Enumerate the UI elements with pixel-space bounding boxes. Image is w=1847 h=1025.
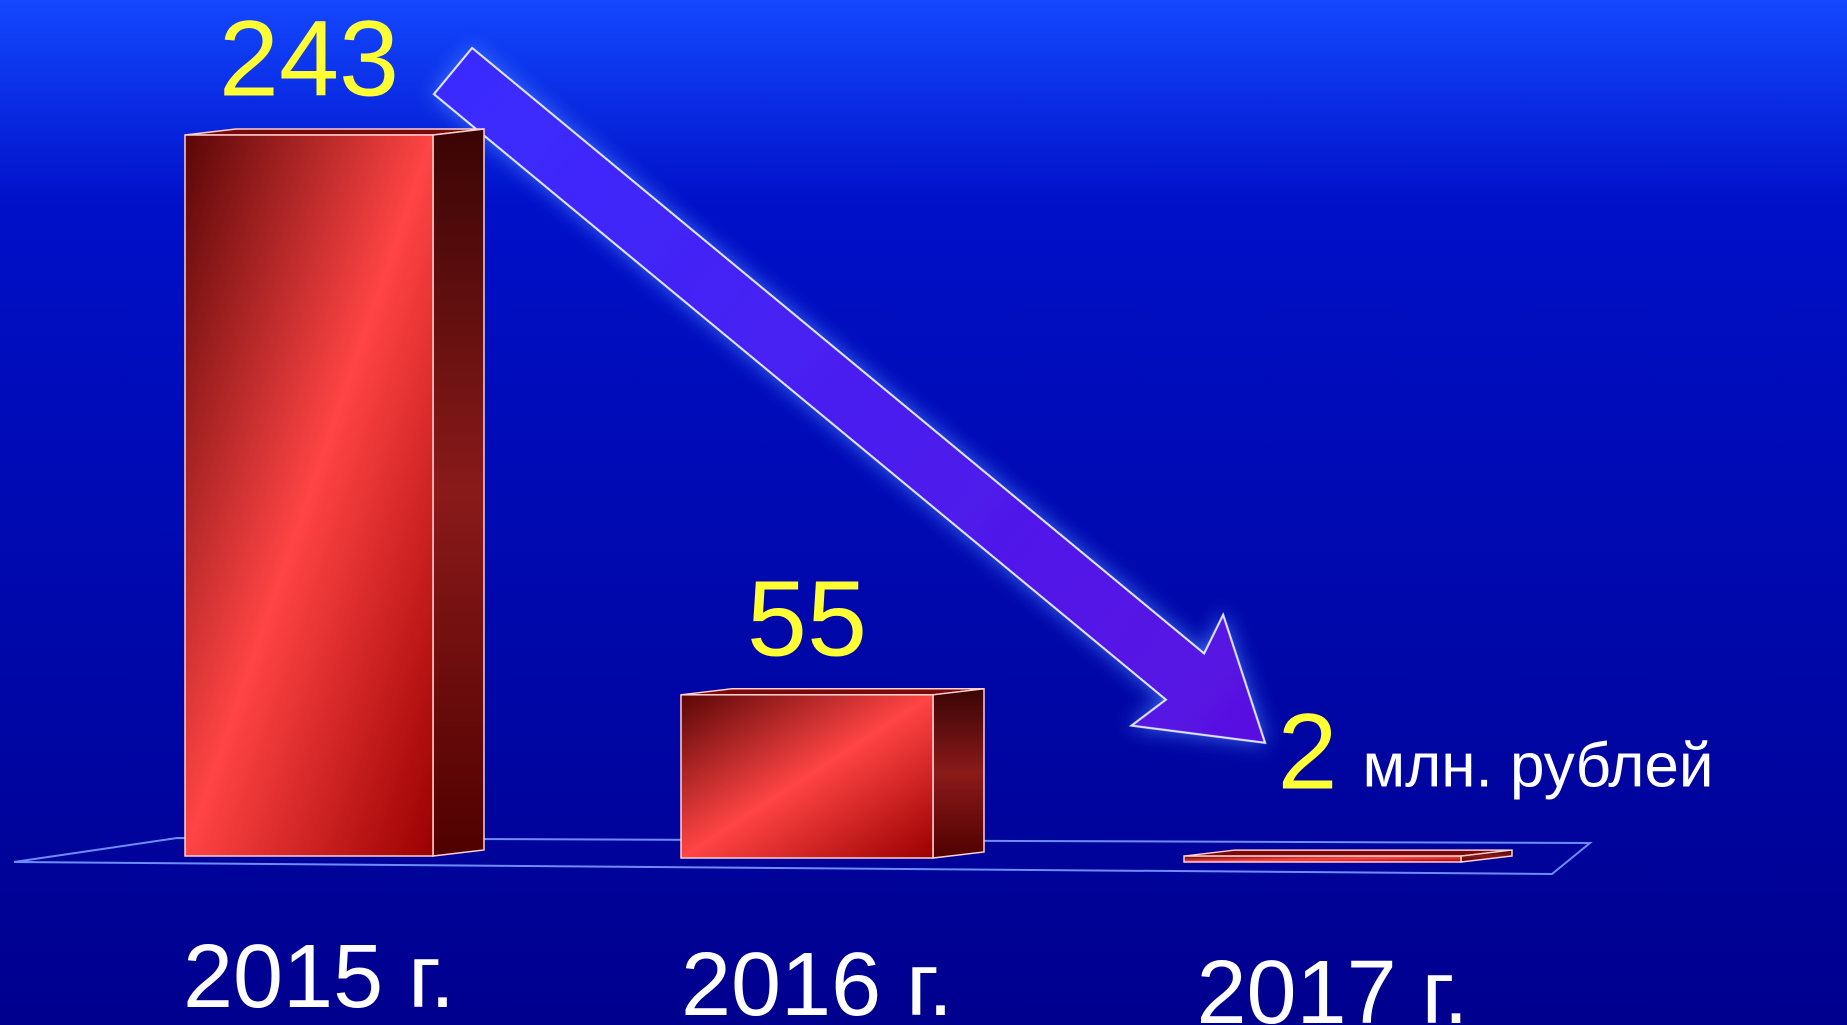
x-tick-label: 2015 г. — [183, 927, 455, 1025]
bar-side — [432, 128, 485, 857]
bar — [680, 694, 934, 859]
x-tick-label: 2016 г. — [681, 935, 953, 1025]
value-label: 55 — [747, 557, 867, 678]
value-label: 243 — [219, 0, 399, 119]
bar-3d — [1183, 849, 1513, 863]
x-tick-label: 2017 г. — [1196, 943, 1468, 1025]
bar-3d — [184, 128, 485, 857]
unit-label: млн. рублей — [1363, 731, 1714, 800]
bar — [184, 134, 434, 857]
value-label: 2 — [1277, 691, 1337, 812]
bar-3d — [680, 687, 985, 859]
bar — [1183, 855, 1462, 863]
floor-plane — [13, 836, 1593, 876]
trend-arrow — [432, 46, 1267, 745]
bar-side — [932, 687, 985, 859]
